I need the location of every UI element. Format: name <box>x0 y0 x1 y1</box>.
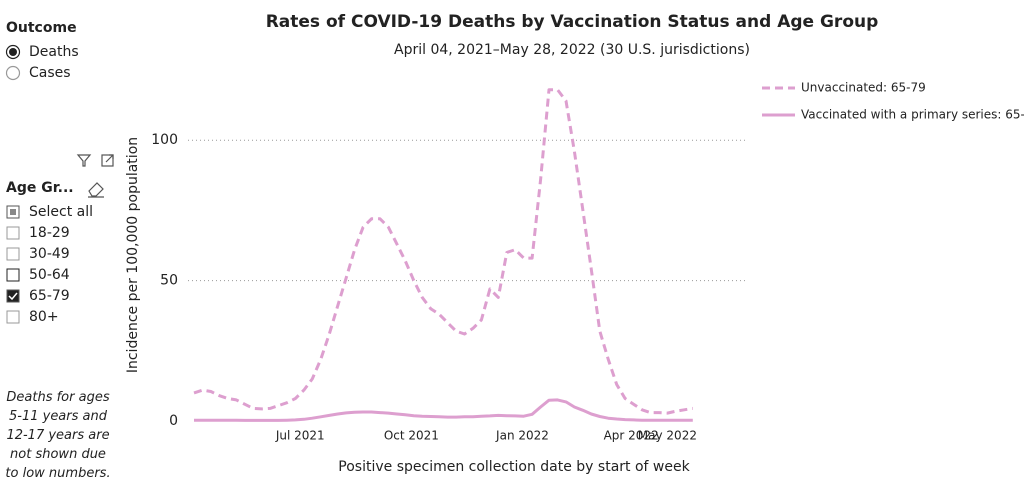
radio-label[interactable]: Deaths <box>29 44 79 60</box>
y-tick-label: 0 <box>169 413 178 429</box>
checkmark <box>8 292 18 301</box>
checkbox[interactable] <box>6 268 20 282</box>
x-tick-label: Jan 2022 <box>495 429 549 443</box>
checkbox-label[interactable]: 80+ <box>29 309 59 325</box>
expand-icon[interactable] <box>101 154 114 167</box>
x-tick-label: Jul 2021 <box>275 429 325 443</box>
series-line <box>193 88 694 415</box>
note: Deaths for ages 5-11 years and 12-17 yea… <box>5 390 111 481</box>
legend-label: Vaccinated with a primary series: 65-79 <box>801 108 1024 122</box>
checkbox-label[interactable]: 65-79 <box>29 288 70 304</box>
series-line <box>194 398 693 422</box>
checkbox-label[interactable]: 18-29 <box>29 225 70 241</box>
chart-title: Rates of COVID-19 Deaths by Vaccination … <box>266 12 879 32</box>
checkbox[interactable] <box>6 226 20 240</box>
checkbox-label[interactable]: 50-64 <box>29 267 70 283</box>
x-tick-label: May 2022 <box>638 429 697 443</box>
checkbox[interactable] <box>6 310 20 324</box>
checkbox[interactable] <box>6 247 20 261</box>
y-axis-label: Incidence per 100,000 population <box>125 137 141 373</box>
x-tick-label: Apr 2022 <box>604 429 659 443</box>
filter-title: Age Gr... <box>6 180 74 196</box>
radio-dot <box>9 48 17 56</box>
legend-label: Unvaccinated: 65-79 <box>801 81 926 95</box>
x-axis-label: Positive specimen collection date by sta… <box>338 459 690 475</box>
checkbox-label[interactable]: Select all <box>29 204 93 220</box>
y-tick-label: 50 <box>160 273 178 289</box>
y-tick-label: 100 <box>151 132 178 148</box>
radio-button[interactable] <box>5 65 21 81</box>
eraser-icon[interactable] <box>88 182 104 198</box>
radio-label[interactable]: Cases <box>29 65 71 81</box>
checkbox-label[interactable]: 30-49 <box>29 246 70 262</box>
checkbox-partial <box>10 209 16 215</box>
checkbox[interactable] <box>6 289 20 303</box>
x-tick-label: Oct 2021 <box>384 429 439 443</box>
chart-subtitle: April 04, 2021–May 28, 2022 (30 U.S. jur… <box>394 42 750 58</box>
filter-title: Outcome <box>6 20 77 36</box>
filter-icon[interactable] <box>76 154 92 167</box>
